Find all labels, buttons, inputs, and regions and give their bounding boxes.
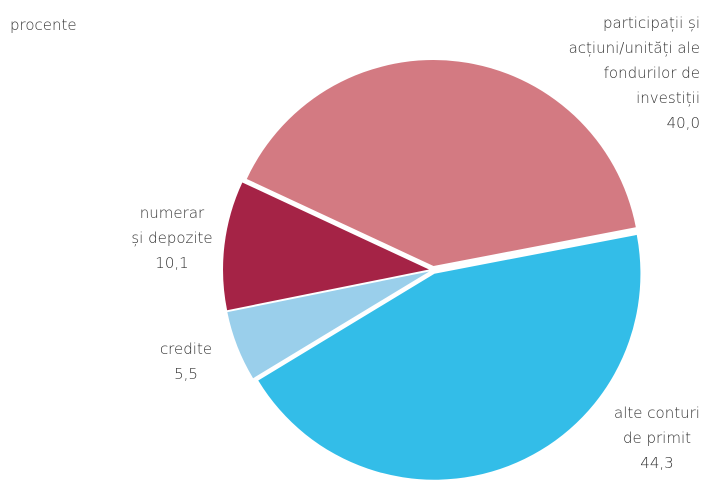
slice-label: alte conturi de primit 44,3: [614, 404, 700, 472]
unit-label: procente: [10, 16, 77, 34]
pie-slice: [227, 271, 430, 379]
slice-label: participații și acțiuni/unități ale fondur…: [569, 14, 700, 132]
value-label: 10,1: [155, 254, 188, 272]
category-label: alte conturi de primit: [614, 404, 700, 447]
category-label: credite: [160, 340, 212, 358]
pie-slice: [258, 234, 641, 480]
category-label: numerar și depozite: [131, 204, 212, 247]
value-label: 44,3: [640, 454, 673, 472]
value-label: 5,5: [174, 365, 198, 383]
pie-slice: [246, 60, 636, 267]
category-label: participații și acțiuni/unități ale fondur…: [569, 14, 700, 107]
value-label: 40,0: [667, 114, 700, 132]
slice-label: numerar și depozite 10,1: [131, 204, 212, 272]
pie-slice: [223, 182, 430, 311]
slice-label: credite 5,5: [160, 340, 212, 383]
